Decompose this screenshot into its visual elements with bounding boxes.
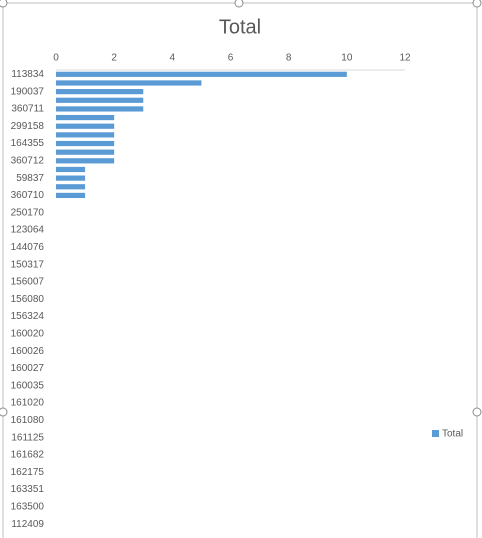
bar — [56, 106, 144, 112]
y-tick-label: 156324 — [11, 311, 45, 322]
legend-swatch — [432, 430, 439, 437]
chart-title: Total — [219, 16, 261, 38]
y-tick-label: 161080 — [11, 415, 45, 426]
y-tick-label: 113834 — [11, 69, 44, 80]
bar — [56, 97, 144, 103]
bar — [56, 175, 86, 181]
y-tick-label: 360710 — [11, 190, 45, 201]
y-tick-label: 150317 — [11, 259, 45, 270]
y-tick-label: 144076 — [11, 242, 45, 253]
x-tick-label: 10 — [341, 53, 353, 64]
bar — [56, 80, 202, 86]
y-tick-label: 161125 — [11, 432, 44, 443]
y-tick-label: 156080 — [11, 294, 45, 305]
bar — [56, 140, 115, 147]
bar — [56, 158, 115, 164]
bar — [56, 184, 86, 190]
y-tick-label: 299158 — [11, 121, 45, 132]
bar — [56, 114, 115, 121]
y-tick-label: 162175 — [11, 467, 45, 478]
bar — [56, 123, 115, 129]
legend-label: Total — [442, 429, 463, 440]
y-tick-label: 360711 — [11, 104, 44, 115]
bar — [56, 71, 347, 77]
y-tick-label: 360712 — [11, 155, 45, 166]
y-tick-label: 123064 — [11, 225, 45, 236]
y-tick-label: 164355 — [11, 138, 45, 149]
y-tick-label: 59837 — [16, 173, 44, 184]
y-tick-label: 160020 — [11, 328, 45, 339]
y-tick-label: 250170 — [11, 207, 45, 218]
y-tick-label: 161020 — [11, 398, 45, 409]
x-tick-label: 8 — [286, 53, 292, 64]
y-tick-label: 163500 — [11, 501, 45, 512]
y-tick-label: 160027 — [11, 363, 45, 374]
y-tick-label: 161682 — [11, 450, 45, 461]
x-tick-label: 4 — [170, 53, 176, 64]
bar — [56, 89, 144, 95]
bar — [56, 192, 86, 199]
bar — [56, 132, 115, 138]
y-tick-label: 112409 — [11, 519, 44, 530]
bar — [56, 166, 86, 173]
x-tick-label: 12 — [399, 53, 411, 64]
bar — [56, 149, 115, 155]
resize-handles[interactable] — [0, 0, 482, 417]
y-tick-label: 156007 — [11, 277, 45, 288]
x-tick-label: 6 — [228, 53, 234, 64]
y-tick-label: 190037 — [11, 86, 45, 97]
x-tick-label: 2 — [111, 53, 117, 64]
y-tick-label: 163351 — [11, 484, 45, 495]
y-tick-label: 160035 — [11, 380, 45, 391]
y-tick-label: 160026 — [11, 346, 45, 357]
x-tick-label: 0 — [53, 53, 59, 64]
